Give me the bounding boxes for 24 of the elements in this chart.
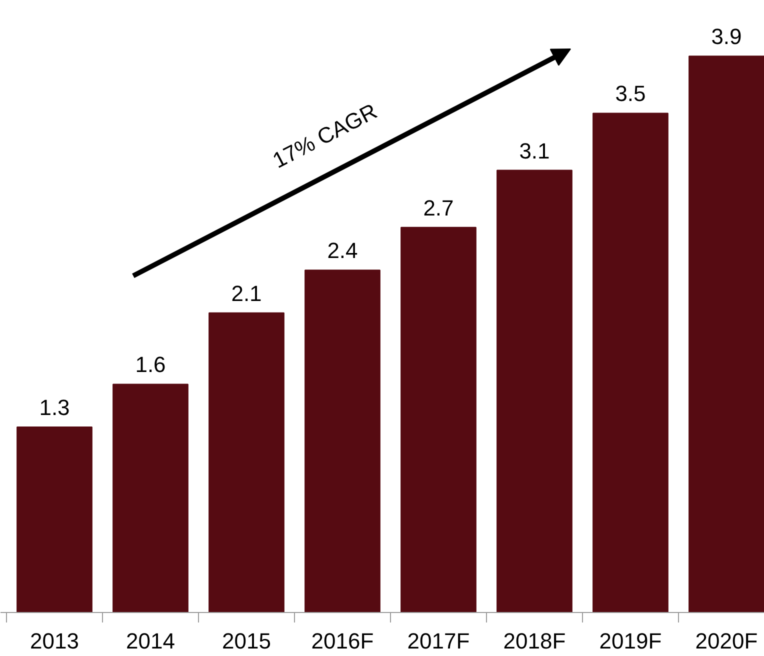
data-label: 2.7 bbox=[423, 195, 454, 220]
data-label: 3.5 bbox=[615, 81, 646, 106]
data-label: 2.4 bbox=[327, 238, 358, 264]
x-tick-label: 2013 bbox=[30, 628, 79, 654]
x-tick-label: 2015 bbox=[222, 628, 271, 654]
bar bbox=[688, 56, 764, 612]
bar bbox=[208, 312, 284, 612]
x-tick-label: 2018F bbox=[503, 628, 566, 654]
x-tick-label: 2016F bbox=[311, 628, 374, 654]
data-label: 3.1 bbox=[519, 138, 550, 164]
data-label: 3.9 bbox=[711, 24, 742, 50]
bar bbox=[112, 384, 188, 612]
x-tick-label: 2017F bbox=[407, 628, 470, 654]
x-tick-label: 2019F bbox=[599, 628, 662, 654]
bar bbox=[304, 270, 380, 612]
bar bbox=[16, 426, 92, 612]
bar bbox=[592, 112, 668, 612]
x-tick-label: 2014 bbox=[126, 628, 175, 654]
x-tick-label: 2020F bbox=[695, 628, 758, 654]
bar bbox=[400, 226, 476, 612]
data-label: 2.1 bbox=[231, 280, 262, 306]
bar bbox=[496, 170, 572, 612]
data-label: 1.3 bbox=[39, 395, 70, 420]
data-label: 1.6 bbox=[135, 352, 166, 378]
